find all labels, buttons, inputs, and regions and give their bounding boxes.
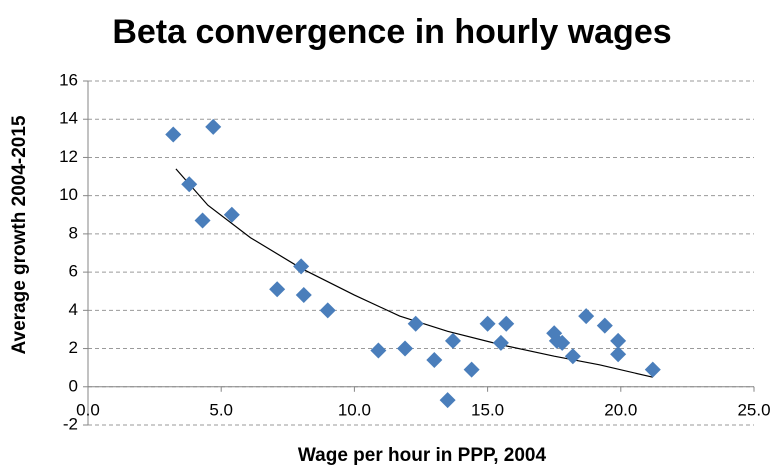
data-point — [319, 302, 336, 319]
data-point — [293, 258, 310, 275]
data-point — [165, 126, 182, 143]
data-point — [370, 342, 387, 359]
data-point — [492, 334, 509, 351]
x-tick-label: 5.0 — [209, 400, 233, 419]
data-point — [295, 287, 312, 304]
x-tick-label: 15.0 — [471, 400, 504, 419]
chart-title: Beta convergence in hourly wages — [112, 13, 671, 51]
y-tick-label: 14 — [59, 109, 78, 128]
data-point — [181, 176, 198, 193]
data-point — [407, 315, 424, 332]
data-point — [564, 348, 581, 365]
data-point — [205, 118, 222, 135]
data-point — [596, 317, 613, 334]
x-tick-label: 0.0 — [76, 400, 100, 419]
y-tick-label: -2 — [63, 414, 78, 433]
y-tick-label: 2 — [69, 338, 78, 357]
data-point — [397, 340, 414, 357]
y-tick-label: 16 — [59, 70, 78, 89]
y-tick-label: 4 — [69, 300, 78, 319]
y-tick-label: 12 — [59, 147, 78, 166]
x-axis-title: Wage per hour in PPP, 2004 — [298, 445, 547, 466]
y-tick-label: 0 — [69, 376, 78, 395]
data-point — [610, 332, 627, 349]
y-tick-label: 8 — [69, 223, 78, 242]
data-point — [223, 206, 240, 223]
data-point — [578, 308, 595, 325]
data-point — [610, 346, 627, 363]
y-tick-label: 10 — [59, 185, 78, 204]
data-point — [463, 361, 480, 378]
data-point — [444, 332, 461, 349]
data-point — [554, 334, 571, 351]
y-tick-label: 6 — [69, 262, 78, 281]
trendline — [175, 168, 653, 378]
y-axis-title: Average growth 2004-2015 — [9, 115, 30, 354]
data-point — [439, 392, 456, 409]
data-point — [194, 212, 211, 229]
data-point — [269, 281, 286, 298]
x-tick-label: 20.0 — [604, 400, 637, 419]
x-tick-label: 10.0 — [338, 400, 371, 419]
data-point — [479, 315, 496, 332]
data-point — [426, 352, 443, 369]
x-tick-label: 25.0 — [737, 400, 770, 419]
data-point — [644, 361, 661, 378]
data-point — [498, 315, 515, 332]
